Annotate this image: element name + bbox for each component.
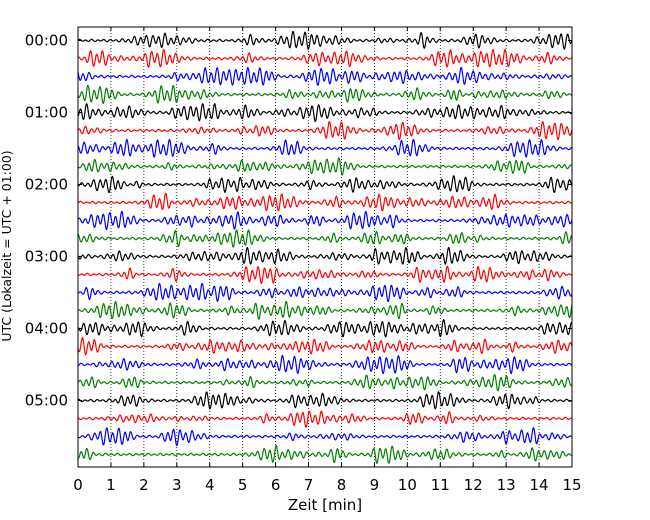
y-axis-label: UTC (Lokalzeit = UTC + 01:00) (0, 150, 14, 341)
x-tick-label: 3 (172, 476, 182, 494)
trace-layer (78, 30, 572, 465)
y-tick-label: 03:00 (25, 248, 68, 266)
trace-line (78, 426, 572, 447)
trace-line (78, 30, 572, 51)
x-tick-label: 4 (205, 476, 215, 494)
trace-line (78, 282, 572, 303)
x-tick-label: 1 (106, 476, 116, 494)
y-tick-label: 05:00 (25, 392, 68, 410)
trace-line (78, 120, 572, 141)
trace-line (78, 410, 572, 428)
trace-line (78, 265, 572, 285)
x-tick-label: 13 (497, 476, 516, 494)
trace-line (78, 336, 572, 356)
trace-line (78, 84, 572, 105)
x-tick-label: 0 (73, 476, 83, 494)
y-tick-label: 00:00 (25, 32, 68, 50)
trace-line (78, 210, 572, 231)
trace-line (78, 174, 572, 194)
trace-line (78, 390, 572, 410)
x-tick-label: 2 (139, 476, 149, 494)
y-axis-ticks: 00:00 01:00 02:00 03:00 04:00 05:00 (25, 32, 572, 410)
trace-line (78, 48, 572, 68)
trace-line (78, 246, 572, 265)
x-tick-label: 5 (238, 476, 248, 494)
trace-line (78, 192, 572, 212)
x-tick-label: 14 (530, 476, 549, 494)
trace-line (78, 318, 572, 338)
plot-frame (77, 26, 573, 468)
y-tick-label: 01:00 (25, 104, 68, 122)
trace-line (78, 300, 572, 321)
x-axis-label: Zeit [min] (288, 496, 362, 514)
trace-line (78, 354, 572, 375)
x-tick-label: 8 (337, 476, 347, 494)
grid-lines (110, 27, 540, 467)
trace-line (78, 66, 572, 87)
x-tick-label: 6 (271, 476, 281, 494)
x-tick-label: 9 (370, 476, 380, 494)
x-tick-label: 12 (464, 476, 483, 494)
trace-line (78, 157, 572, 176)
y-tick-label: 02:00 (25, 176, 68, 194)
trace-line (78, 229, 572, 248)
x-tick-label: 10 (398, 476, 417, 494)
x-tick-label: 11 (431, 476, 450, 494)
trace-line (78, 444, 572, 465)
trace-line (78, 138, 572, 158)
x-tick-label: 7 (304, 476, 314, 494)
trace-line (78, 102, 572, 123)
trace-line (78, 373, 572, 392)
y-tick-label: 04:00 (25, 320, 68, 338)
x-axis-ticks: 0 1 2 3 4 5 6 7 8 9 10 11 12 13 14 15 (73, 27, 582, 494)
x-tick-label: 15 (562, 476, 581, 494)
